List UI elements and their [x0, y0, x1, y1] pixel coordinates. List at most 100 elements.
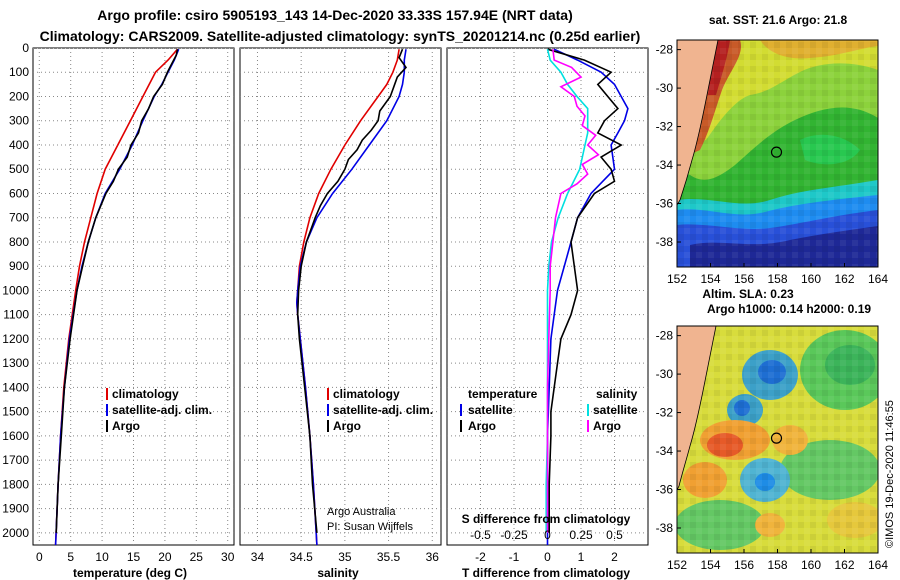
depth-tick-label: 1600 [2, 429, 29, 443]
lat-tick-label: -34 [656, 158, 674, 172]
salinity-grid [240, 48, 441, 545]
sla-float-marker [770, 432, 783, 444]
lat-tick-label: -28 [656, 329, 674, 343]
salinity-panel [239, 47, 442, 546]
x-tick-label: 35 [338, 550, 352, 564]
lon-tick-label: 164 [868, 558, 888, 572]
lon-tick-label: 152 [667, 558, 687, 572]
difference-x-ticks: -2 -1 0 1 2 [475, 550, 618, 564]
x-tick-label: -1 [509, 550, 520, 564]
temperature-lines [54, 48, 180, 545]
x-tick-label: 34.5 [289, 550, 313, 564]
salinity-legend: climatology satellite-adj. clim. Argo [327, 387, 433, 433]
depth-tick-label: 1000 [2, 283, 29, 297]
lon-tick-label: 160 [801, 272, 821, 286]
x-tick-label: -2 [475, 550, 486, 564]
legend-temperature-heading: temperature [468, 387, 538, 401]
x-tick-label: 0 [36, 550, 43, 564]
title-line-2: Climatology: CARS2009. Satellite-adjuste… [40, 28, 641, 44]
lon-tick-label: 158 [767, 558, 787, 572]
depth-axis: 0 100 200 300 400 500 600 700 800 900 1000 1100 1200… [2, 41, 29, 540]
series-argo [296, 48, 408, 533]
series-t-satellite [546, 48, 629, 545]
depth-tick-label: 1400 [2, 380, 29, 394]
depth-tick-label: 1800 [2, 477, 29, 491]
lat-tick-label: -30 [656, 367, 674, 381]
legend-label: climatology [333, 387, 400, 401]
lon-tick-label: 154 [700, 272, 720, 286]
legend-label: Argo [333, 419, 361, 433]
depth-tick-label: 2000 [2, 526, 29, 540]
difference-lines [545, 48, 629, 545]
depth-tick-label: 700 [9, 211, 29, 225]
salinity-x-label: salinity [317, 566, 359, 580]
legend-label: satellite [593, 403, 638, 417]
lat-tick-label: -36 [656, 197, 674, 211]
legend-label: Argo [593, 419, 621, 433]
lat-tick-label: -30 [656, 81, 674, 95]
s-tick-label: 0.25 [569, 528, 593, 542]
lon-tick-label: 162 [834, 558, 854, 572]
sla-lat-ticks: -28 -30 -32 -34 -36 -38 [656, 329, 681, 535]
temperature-grid [33, 48, 234, 545]
lat-tick-label: -36 [656, 483, 674, 497]
depth-tick-label: 800 [9, 235, 29, 249]
depth-tick-label: 200 [9, 89, 29, 103]
x-tick-label: 30 [221, 550, 235, 564]
lat-tick-label: -38 [656, 235, 674, 249]
legend-label: satellite [468, 403, 513, 417]
lon-tick-label: 152 [667, 272, 687, 286]
lon-tick-label: 154 [700, 558, 720, 572]
sst-lat-ticks: -28 -30 -32 -34 -36 -38 [656, 43, 681, 249]
lon-tick-label: 156 [734, 272, 754, 286]
depth-tick-label: 1500 [2, 405, 29, 419]
lon-tick-label: 156 [734, 558, 754, 572]
salinity-x-ticks: 34 34.5 35 35.5 36 [251, 550, 439, 564]
series-argo [55, 49, 179, 533]
lat-tick-label: -38 [656, 521, 674, 535]
sst-map [677, 40, 878, 267]
temperature-legend: climatology satellite-adj. clim. Argo [106, 387, 212, 433]
pi-note: PI: Susan Wijffels [327, 521, 413, 533]
sla-map-title-1: Altim. SLA: 0.23 [702, 287, 794, 301]
x-tick-label: 0 [544, 550, 551, 564]
sla-map [677, 326, 878, 553]
x-tick-label: 1 [578, 550, 585, 564]
x-tick-label: 20 [158, 550, 172, 564]
difference-s-ticks: -0.5 -0.25 0 0.25 0.5 [470, 528, 623, 542]
legend-salinity-heading: salinity [596, 387, 638, 401]
sst-float-marker [770, 146, 783, 158]
sla-lon-ticks: 152 154 156 158 160 162 164 [667, 549, 888, 572]
lon-tick-label: 160 [801, 558, 821, 572]
lat-tick-label: -28 [656, 43, 674, 57]
series-s-argo [546, 49, 600, 533]
lat-tick-label: -34 [656, 444, 674, 458]
temperature-x-ticks: 0 5 10 15 20 25 30 [36, 550, 235, 564]
lon-tick-label: 164 [868, 272, 888, 286]
legend-label: Argo [468, 419, 496, 433]
depth-tick-label: 0 [22, 41, 29, 55]
x-tick-label: 35.5 [377, 550, 401, 564]
difference-legend: temperature salinity satellite Argo satellit… [460, 387, 638, 433]
legend-label: climatology [112, 387, 179, 401]
lon-tick-label: 162 [834, 272, 854, 286]
s-tick-label: -0.5 [470, 528, 491, 542]
x-tick-label: 34 [251, 550, 265, 564]
sst-lon-ticks: 152 154 156 158 160 162 164 [667, 263, 888, 286]
x-tick-label: 10 [95, 550, 109, 564]
title-line-1: Argo profile: csiro 5905193_143 14-Dec-2… [97, 7, 572, 23]
legend-label: satellite-adj. clim. [112, 403, 212, 417]
legend-label: satellite-adj. clim. [333, 403, 433, 417]
credit-text: ©IMOS 19-Dec-2020 11:46:55 [884, 400, 896, 548]
sla-map-title-2: Argo h1000: 0.14 h2000: 0.19 [707, 302, 871, 316]
depth-tick-label: 100 [9, 65, 29, 79]
depth-tick-label: 1900 [2, 502, 29, 516]
salinity-lines [295, 48, 408, 545]
depth-tick-label: 1200 [2, 332, 29, 346]
s-tick-label: 0 [544, 528, 551, 542]
x-tick-label: 36 [426, 550, 440, 564]
legend-label: Argo [112, 419, 140, 433]
x-tick-label: 5 [67, 550, 74, 564]
argo-australia-note: Argo Australia [327, 506, 396, 518]
